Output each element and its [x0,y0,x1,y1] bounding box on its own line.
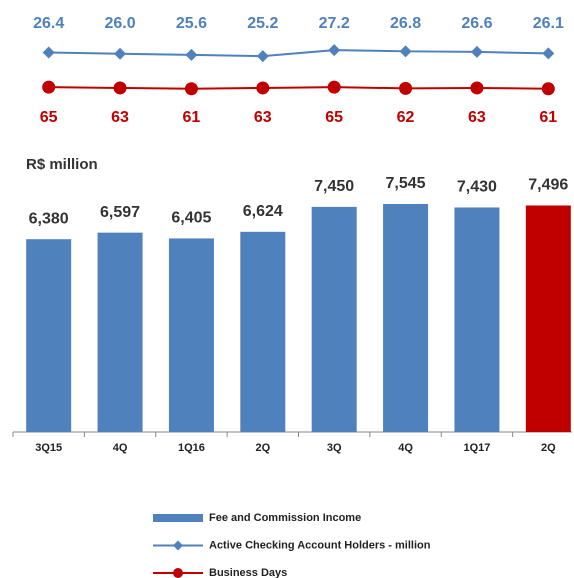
legend-swatch [153,514,203,522]
value-label: 25.6 [176,15,207,32]
value-label: 63 [254,109,272,126]
value-label: 7,450 [314,178,354,195]
value-label: 6,405 [171,210,211,227]
legend-marker [173,540,183,551]
y-label: R$ million [26,156,98,173]
legend-label: Fee and Commission Income [209,512,361,524]
value-label: 26.4 [33,15,64,32]
value-label: 25.2 [247,15,278,32]
legend-label: Business Days [209,567,287,578]
value-label: 7,545 [386,175,426,192]
value-label: 7,430 [457,179,497,196]
marker [42,46,55,59]
value-label: 65 [325,109,343,126]
bar [240,231,286,432]
value-label: 6,624 [243,203,283,220]
bar [97,232,143,432]
x-tick-label: 3Q [327,442,342,454]
marker [328,44,341,57]
value-label: 63 [111,109,129,126]
bar [383,204,429,432]
x-tick-label: 1Q17 [463,442,490,454]
bar [525,205,571,432]
marker [256,50,269,63]
value-label: 65 [40,109,58,126]
x-tick-label: 4Q [398,442,413,454]
marker [541,82,555,96]
bar [168,238,214,432]
marker [256,81,270,95]
marker [542,47,555,60]
value-label: 61 [183,109,201,126]
x-tick-label: 3Q15 [35,442,62,454]
marker [470,45,483,58]
line [48,49,549,58]
x-tick-label: 2Q [541,442,556,454]
value-label: 26.8 [390,15,421,32]
x-tick-label: 2Q [255,442,270,454]
legend-label: Active Checking Account Holders - millio… [209,539,431,551]
x-tick-label: 1Q16 [178,442,205,454]
marker [470,81,484,95]
marker [399,45,412,58]
value-label: 63 [468,109,486,126]
marker [399,81,413,95]
bar [454,207,500,432]
value-label: 27.2 [319,15,350,32]
marker [114,47,127,60]
value-label: 26.6 [461,15,492,32]
value-label: 7,496 [528,177,568,194]
bar [311,206,357,432]
x-tick-label: 4Q [113,442,128,454]
line [48,86,549,90]
value-label: 26.1 [533,15,564,32]
value-label: 26.0 [104,15,135,32]
marker [42,80,56,94]
value-label: 61 [539,109,557,126]
marker [185,48,198,61]
marker [327,80,341,94]
marker [113,81,127,95]
marker [184,82,198,96]
value-label: 6,380 [29,210,69,227]
bar [26,239,72,432]
legend-marker [173,568,183,578]
value-label: 62 [397,109,415,126]
value-label: 6,597 [100,204,140,221]
